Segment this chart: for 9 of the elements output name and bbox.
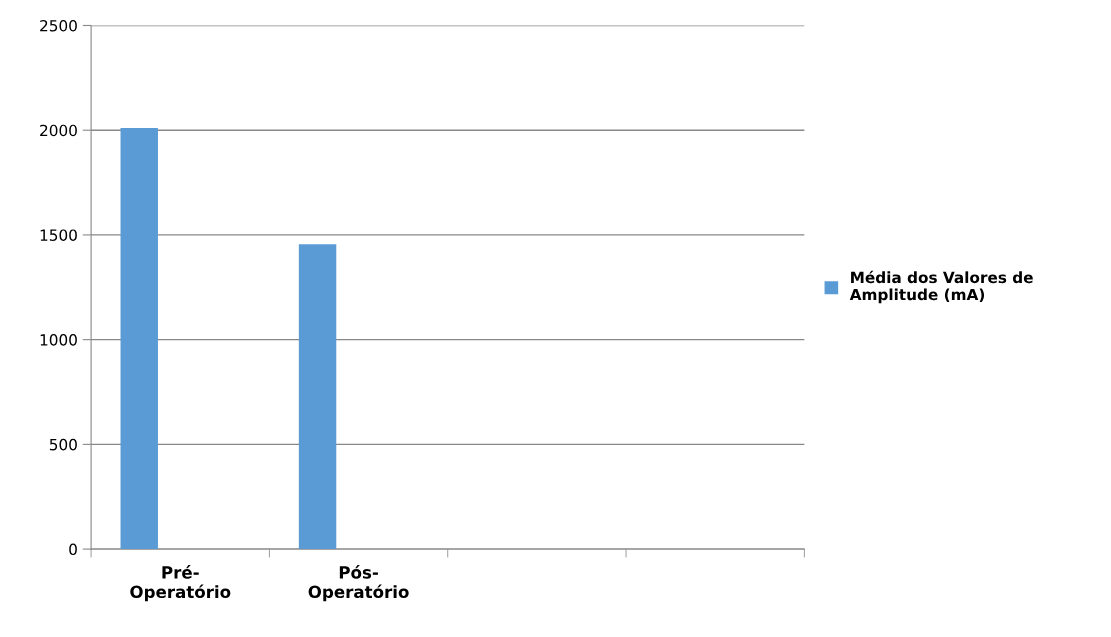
y-tick-label: 1500 xyxy=(40,229,77,241)
y-tick-label: 500 xyxy=(49,438,77,451)
y-tick-label: 0 xyxy=(69,543,77,556)
y-tick-label: 1000 xyxy=(40,334,77,346)
legend-label: Média dos Valores de Amplitude (mA) xyxy=(849,270,1033,304)
x-tick-label: Pré- Operatório xyxy=(130,565,231,602)
y-tick-label: 2500 xyxy=(40,19,77,32)
y-tick-label: 2000 xyxy=(40,124,77,137)
x-tick-label: Pós- Operatório xyxy=(308,565,409,602)
